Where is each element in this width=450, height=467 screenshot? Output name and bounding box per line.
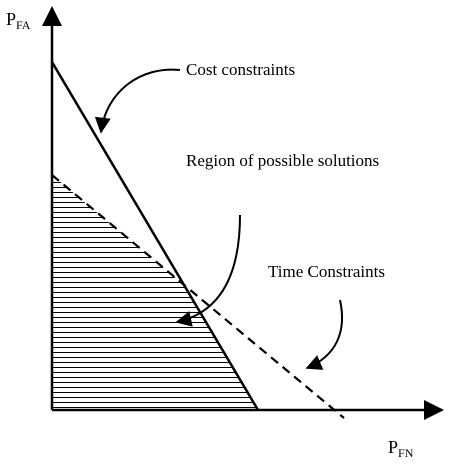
region-annotation: Region of possible solutions (186, 151, 380, 170)
cost-line (50, 61, 260, 411)
x-axis-label: PFN (388, 436, 413, 464)
cost-arrow (94, 68, 181, 134)
label-sub: FA (16, 18, 31, 32)
y-axis-label: PFA (6, 8, 30, 36)
label-main: P (388, 437, 399, 457)
time-annotation: Time Constraints (268, 262, 385, 281)
region-arrow (175, 214, 241, 327)
label-sub: FN (398, 446, 414, 460)
label-main: P (6, 9, 17, 29)
time-arrow (305, 299, 344, 370)
feasible-region (52, 175, 258, 410)
time-line (51, 174, 345, 419)
cost-annotation: Cost constraints (186, 60, 296, 79)
